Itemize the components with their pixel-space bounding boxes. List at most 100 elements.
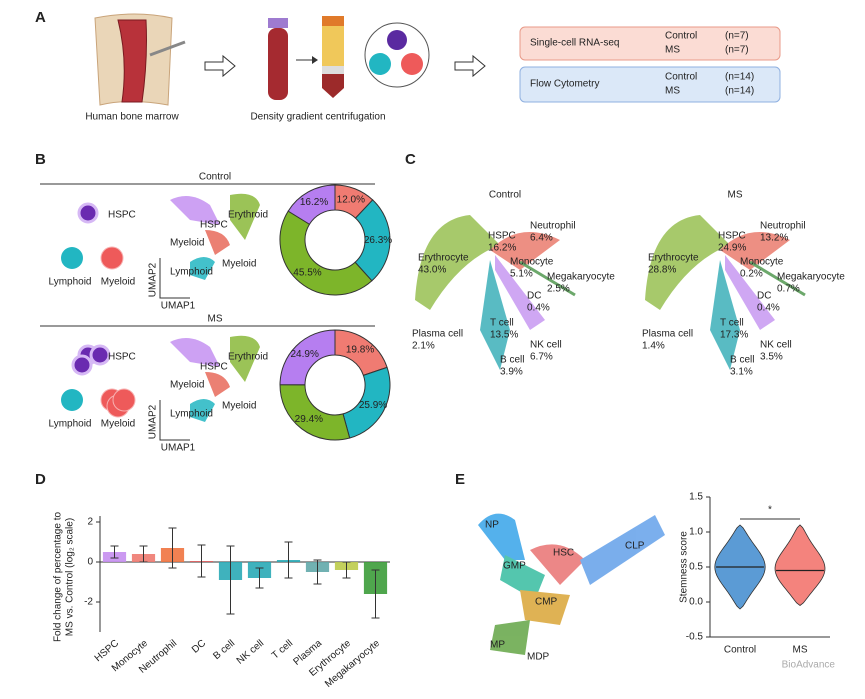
cluster-label: Erythrocyte — [648, 253, 699, 264]
group-title: Control — [199, 172, 231, 183]
cluster-pct: 24.9% — [718, 243, 746, 254]
panel-label: D — [35, 471, 46, 488]
y-tick-label: -2 — [84, 597, 93, 608]
cell — [61, 247, 83, 269]
value-label: 29.4% — [295, 414, 323, 425]
group-title: MS — [208, 314, 223, 325]
count: (n=14) — [725, 72, 754, 83]
panel-label: E — [455, 471, 465, 488]
cluster-label: T cell — [490, 318, 514, 329]
donut-slice — [279, 210, 373, 296]
x-tick-label: B cell — [211, 638, 237, 662]
cluster-label: T cell — [720, 318, 744, 329]
cluster-pct: 43.0% — [418, 265, 446, 276]
cell — [89, 344, 111, 366]
cluster-label: MP — [490, 640, 505, 651]
caption: Density gradient centrifugation — [250, 112, 385, 123]
cell-label: Lymphoid — [49, 277, 92, 288]
cluster-label: Myeloid — [222, 401, 256, 412]
cell-label: HSPC — [108, 210, 136, 221]
error-bar — [168, 527, 177, 569]
axis-label: UMAP1 — [161, 443, 196, 454]
cell — [71, 354, 93, 376]
cluster-pct: 3.9% — [500, 367, 523, 378]
value-label: 26.3% — [364, 235, 392, 246]
umap-art — [205, 230, 230, 255]
annotation: * — [768, 505, 772, 516]
umap-art — [170, 196, 220, 225]
x-tick-label: Control — [724, 645, 756, 656]
y-tick-label: 0.0 — [689, 597, 703, 608]
cluster-label: CLP — [625, 541, 645, 552]
cluster-label: Myeloid — [222, 259, 256, 270]
donut-slice — [279, 384, 351, 441]
umap-art — [478, 513, 665, 655]
error-bar — [110, 545, 119, 559]
watermark: BioAdvance — [782, 660, 836, 671]
y-tick-label: 2 — [87, 517, 93, 528]
cluster-pct: 13.2% — [760, 233, 788, 244]
cluster-label: CMP — [535, 597, 558, 608]
cluster-pct: 2.5% — [547, 284, 570, 295]
cluster-label: Monocyte — [740, 257, 784, 268]
x-tick-label: MS — [793, 645, 808, 656]
cluster-label: Myeloid — [170, 238, 204, 249]
y-axis-label: MS vs. Control (log₂ scale) — [65, 518, 76, 636]
x-tick-label: DC — [190, 638, 208, 656]
cluster-label: Megakaryocyte — [777, 272, 845, 283]
x-tick-label: NK cell — [235, 638, 266, 667]
axis-label: UMAP2 — [148, 262, 159, 297]
box — [519, 66, 781, 103]
cluster-label: Plasma cell — [642, 329, 693, 340]
cluster-label: HSC — [553, 548, 574, 559]
cluster-label: Myeloid — [170, 380, 204, 391]
cluster-pct: 6.7% — [530, 352, 553, 363]
cluster-pct: 0.4% — [527, 303, 550, 314]
error-bar — [342, 561, 351, 579]
value-label: 24.9% — [291, 349, 319, 360]
value-label: 45.5% — [293, 268, 321, 279]
cluster-pct: 6.4% — [530, 233, 553, 244]
axis — [159, 258, 190, 299]
value-label: 16.2% — [300, 197, 328, 208]
tubes-art — [268, 16, 430, 100]
error-bar — [139, 545, 148, 563]
cluster-label: Lymphoid — [170, 267, 213, 278]
y-tick-label: 1.5 — [689, 492, 703, 503]
cluster-pct: 0.4% — [757, 303, 780, 314]
panel-label: C — [405, 151, 416, 168]
box — [519, 26, 781, 61]
caption: Human bone marrow — [85, 112, 179, 123]
y-tick-label: 0 — [87, 557, 93, 568]
axis-label: UMAP1 — [161, 301, 196, 312]
error-bar — [284, 541, 293, 579]
count: (n=14) — [725, 86, 754, 97]
umap-art — [190, 257, 215, 280]
cluster-label: DC — [757, 291, 771, 302]
error-bar — [371, 569, 380, 619]
cluster-label: Plasma cell — [412, 329, 463, 340]
cluster-label: Erythroid — [228, 210, 268, 221]
group-title: Control — [489, 190, 521, 201]
cluster-label: Erythrocyte — [418, 253, 469, 264]
panel-label: A — [35, 9, 46, 26]
y-tick-label: 0.5 — [689, 562, 703, 573]
box-title: Single-cell RNA-seq — [530, 38, 619, 49]
cluster-label: GMP — [503, 561, 526, 572]
cell-label: Lymphoid — [49, 419, 92, 430]
cluster-pct: 5.1% — [510, 269, 533, 280]
y-axis-label: Stemness score — [679, 531, 690, 603]
cell-label: Myeloid — [101, 277, 135, 288]
axis-label: UMAP2 — [148, 404, 159, 439]
cluster-label: Megakaryocyte — [547, 272, 615, 283]
cell — [100, 246, 124, 270]
cluster-label: NK cell — [760, 340, 792, 351]
y-tick-label: 1.0 — [689, 527, 703, 538]
group: Control — [665, 72, 697, 83]
cluster-label: Monocyte — [510, 257, 554, 268]
cell-label: HSPC — [108, 352, 136, 363]
x-tick-label: T cell — [270, 638, 295, 662]
cluster-label: NK cell — [530, 340, 562, 351]
umap-art — [415, 215, 806, 370]
